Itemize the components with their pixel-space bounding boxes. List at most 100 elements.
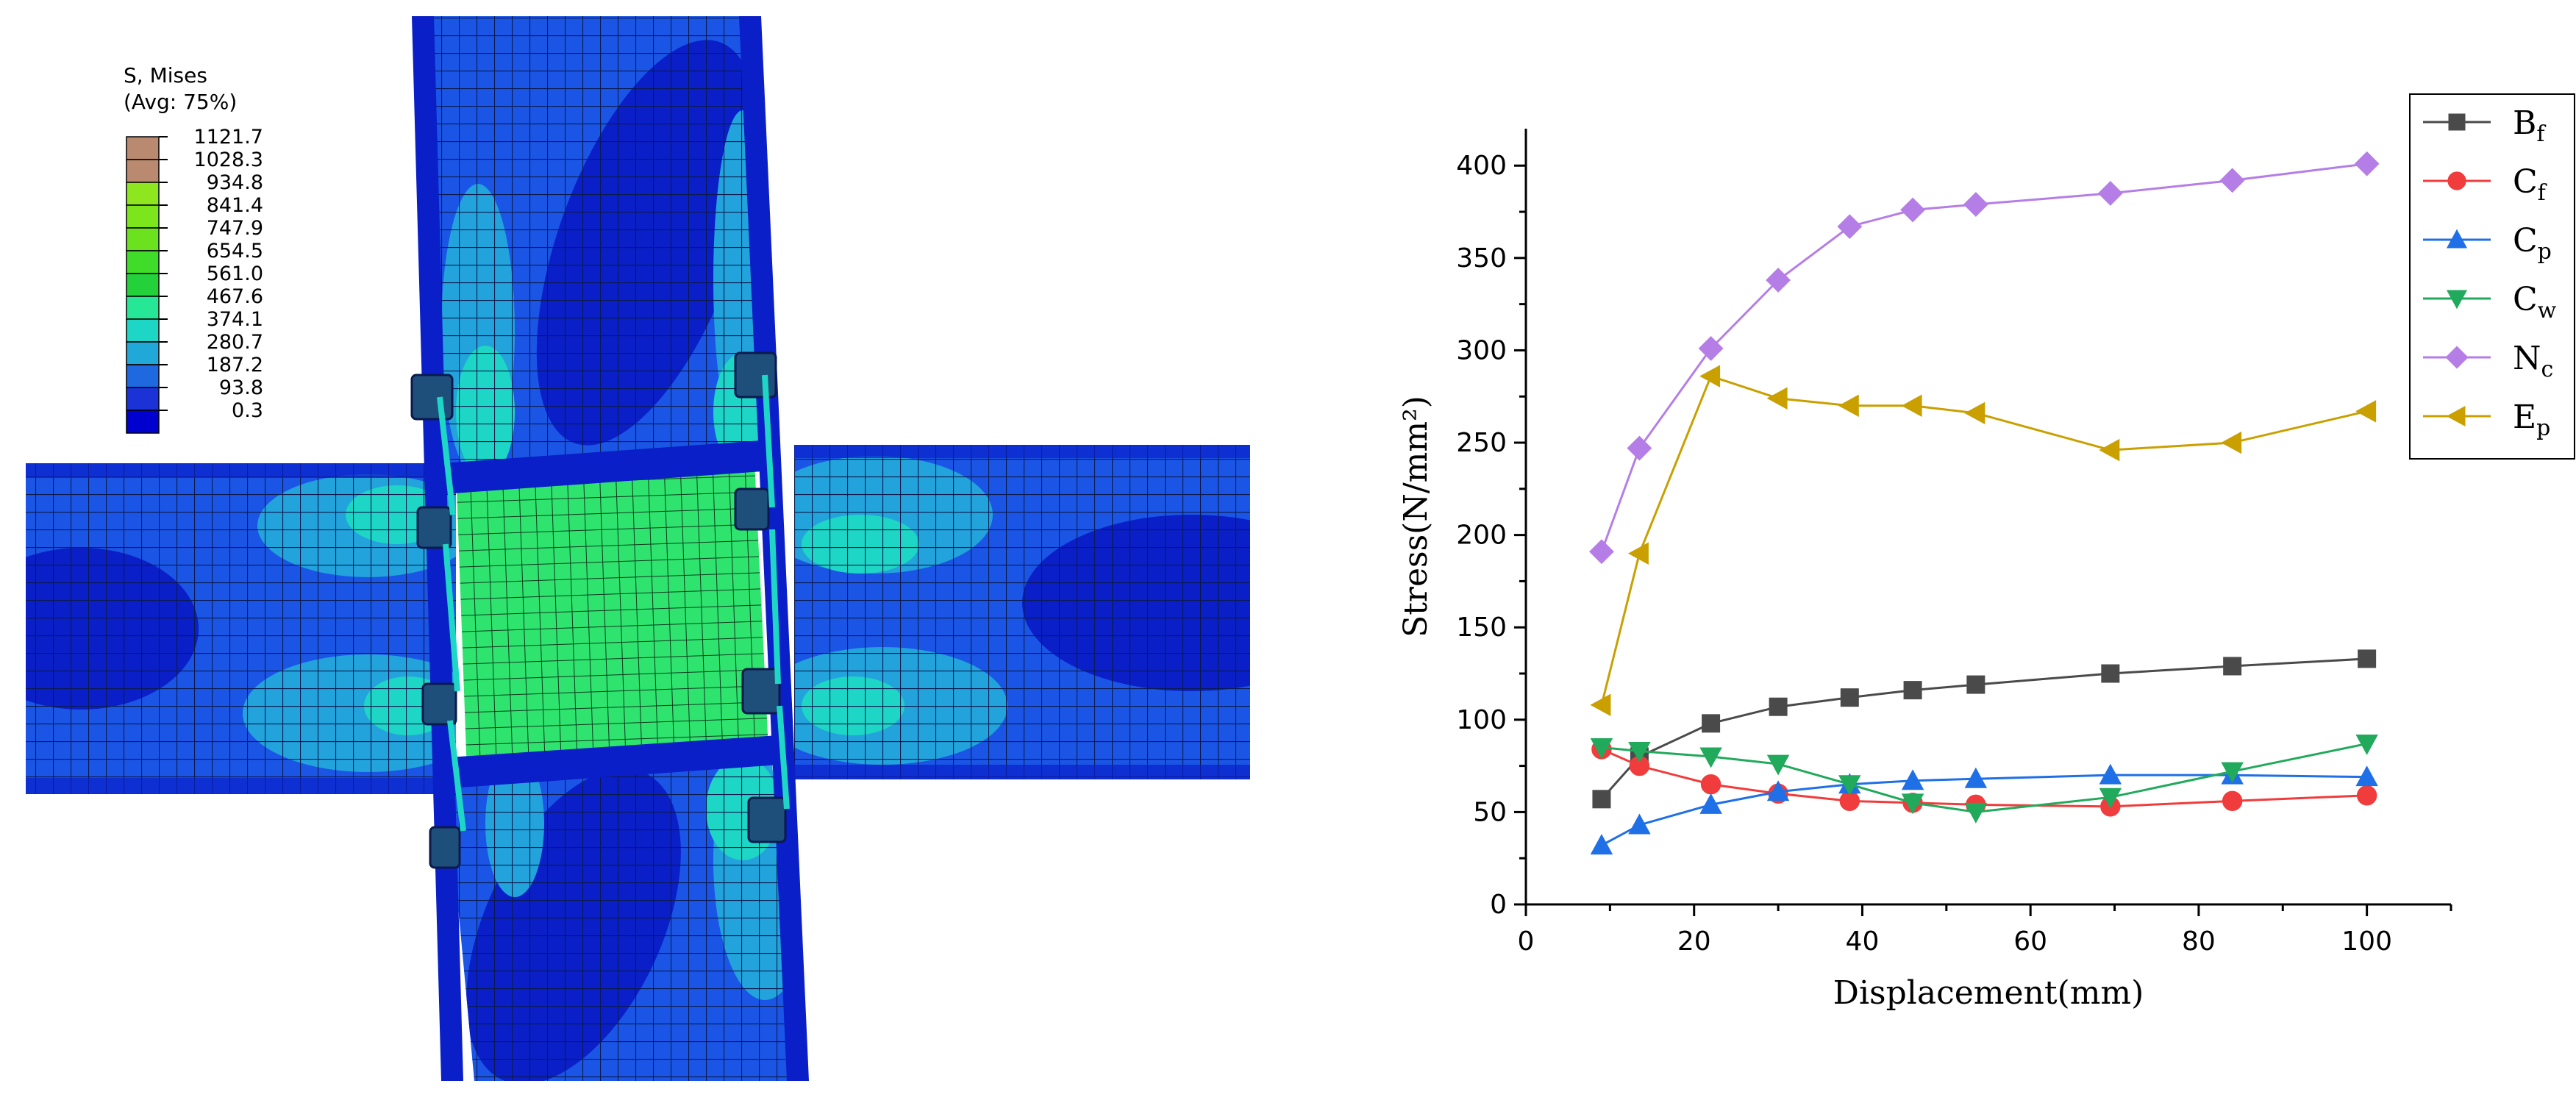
data-point [1766, 780, 1790, 801]
legend-swatch [126, 182, 160, 206]
data-point [1590, 693, 1611, 716]
legend-entry: Cp [2513, 222, 2552, 265]
data-point [2099, 438, 2120, 462]
data-point [2222, 790, 2243, 812]
y-tick-label: 200 [1456, 521, 1507, 551]
y-tick-label: 300 [1456, 335, 1507, 365]
data-point [1702, 714, 1721, 733]
legend-value: 93.8 [219, 376, 263, 399]
x-tick-label: 20 [1677, 926, 1711, 957]
data-point [1627, 542, 1649, 565]
data-point [1766, 268, 1791, 293]
legend-swatch [126, 273, 160, 297]
data-point [1590, 834, 1613, 855]
series-line [1600, 657, 2367, 800]
x-tick-label: 80 [2182, 926, 2216, 957]
legend-swatch [126, 341, 160, 365]
legend-value: 280.7 [207, 331, 263, 354]
data-point [2356, 785, 2377, 806]
chart-canvas: 0 20 40 60 80 100 0 50 100 150 200 250 300 350 400 Dis… [1397, 93, 2575, 1012]
legend-swatches: 1121.71028.3934.8841.4747.9654.5561.0467… [126, 126, 263, 434]
series-ep [1590, 365, 2377, 716]
series-bf [1592, 649, 2377, 809]
data-point [1966, 675, 1985, 694]
y-axis-label: Stress(N/mm²) [1397, 396, 1435, 638]
legend-value: 374.1 [207, 308, 263, 331]
fe-model-figure: S, Mises (Avg: 75%) 1121.71028.3934.8841… [26, 16, 1250, 1081]
data-point [1628, 813, 1651, 835]
data-point [1900, 197, 1925, 223]
data-point [1963, 192, 1988, 217]
fe-contour-panel: S, Mises (Avg: 75%) 1121.7 1028.3 934.8 841… [0, 0, 1250, 1097]
data-point [1700, 774, 1722, 795]
legend-swatch [126, 250, 160, 274]
legend-value: 934.8 [207, 171, 263, 194]
data-point [1699, 365, 1721, 388]
data-point [1699, 793, 1722, 814]
right-beam [794, 445, 1250, 779]
data-point [1766, 387, 1788, 410]
data-point [2223, 657, 2242, 676]
legend-value: 747.9 [207, 217, 263, 240]
legend-entry: Ep [2513, 399, 2550, 441]
data-point [1592, 790, 1611, 809]
data-point [1627, 435, 1652, 461]
data-point [2355, 734, 2378, 755]
data-point [2445, 346, 2469, 369]
legend-swatch [126, 410, 160, 434]
data-point [2097, 181, 2123, 206]
series-line [1601, 774, 2367, 846]
data-point [1901, 769, 1924, 790]
data-point [2221, 431, 2242, 454]
legend-entry: Cw [2513, 281, 2557, 324]
data-point [1903, 681, 1922, 700]
data-point [1838, 775, 1861, 796]
data-point [1590, 738, 1613, 759]
series-cw [1590, 734, 2378, 824]
data-point [2219, 168, 2245, 193]
stress-displacement-chart: 0 20 40 60 80 100 0 50 100 150 200 250 300 350 400 Dis… [1250, 0, 2576, 1097]
data-point [2101, 664, 2120, 683]
legend-value: 841.4 [207, 194, 263, 217]
data-point [2446, 290, 2468, 310]
y-tick-label: 50 [1473, 797, 1507, 827]
data-point [2447, 171, 2466, 190]
panel-zone [441, 440, 779, 788]
y-tick-label: 150 [1456, 612, 1507, 643]
x-tick-label: 100 [2341, 926, 2392, 957]
legend-value: 1028.3 [194, 149, 263, 171]
data-point [1964, 401, 1985, 425]
y-tick-label: 250 [1456, 428, 1507, 458]
legend-value: 187.2 [207, 354, 263, 376]
y-tick-label: 400 [1456, 151, 1507, 181]
data-point [2099, 763, 2122, 785]
data-point [1838, 394, 1859, 418]
legend-value: 1121.7 [194, 126, 263, 149]
x-tick-label: 60 [2013, 926, 2047, 957]
legend-box [2409, 93, 2575, 460]
x-tick-label: 40 [1846, 926, 1880, 957]
y-tick-label: 350 [1456, 243, 1507, 274]
legend-value: 561.0 [207, 262, 263, 285]
legend-value: 654.5 [207, 240, 263, 262]
data-point [2221, 762, 2244, 783]
data-point [2358, 649, 2377, 668]
data-point [1698, 336, 1724, 361]
x-tick-label: 0 [1518, 926, 1535, 957]
data-point [2355, 765, 2378, 787]
series-line [1601, 748, 2367, 808]
legend-swatch [126, 159, 160, 183]
data-point [1901, 793, 1924, 815]
legend-swatch [126, 318, 160, 343]
data-point [1840, 688, 1859, 707]
data-point [1628, 742, 1651, 762]
data-point [2446, 405, 2466, 427]
data-point [1769, 697, 1788, 716]
legend-entry: Nc [2513, 340, 2553, 382]
connector-plates [410, 351, 790, 869]
legend-title: S, Mises [124, 63, 207, 88]
legend-swatch [126, 364, 160, 388]
data-point [1837, 214, 1863, 240]
data-point [1766, 754, 1790, 776]
x-axis-label: Displacement(mm) [1833, 974, 2144, 1012]
